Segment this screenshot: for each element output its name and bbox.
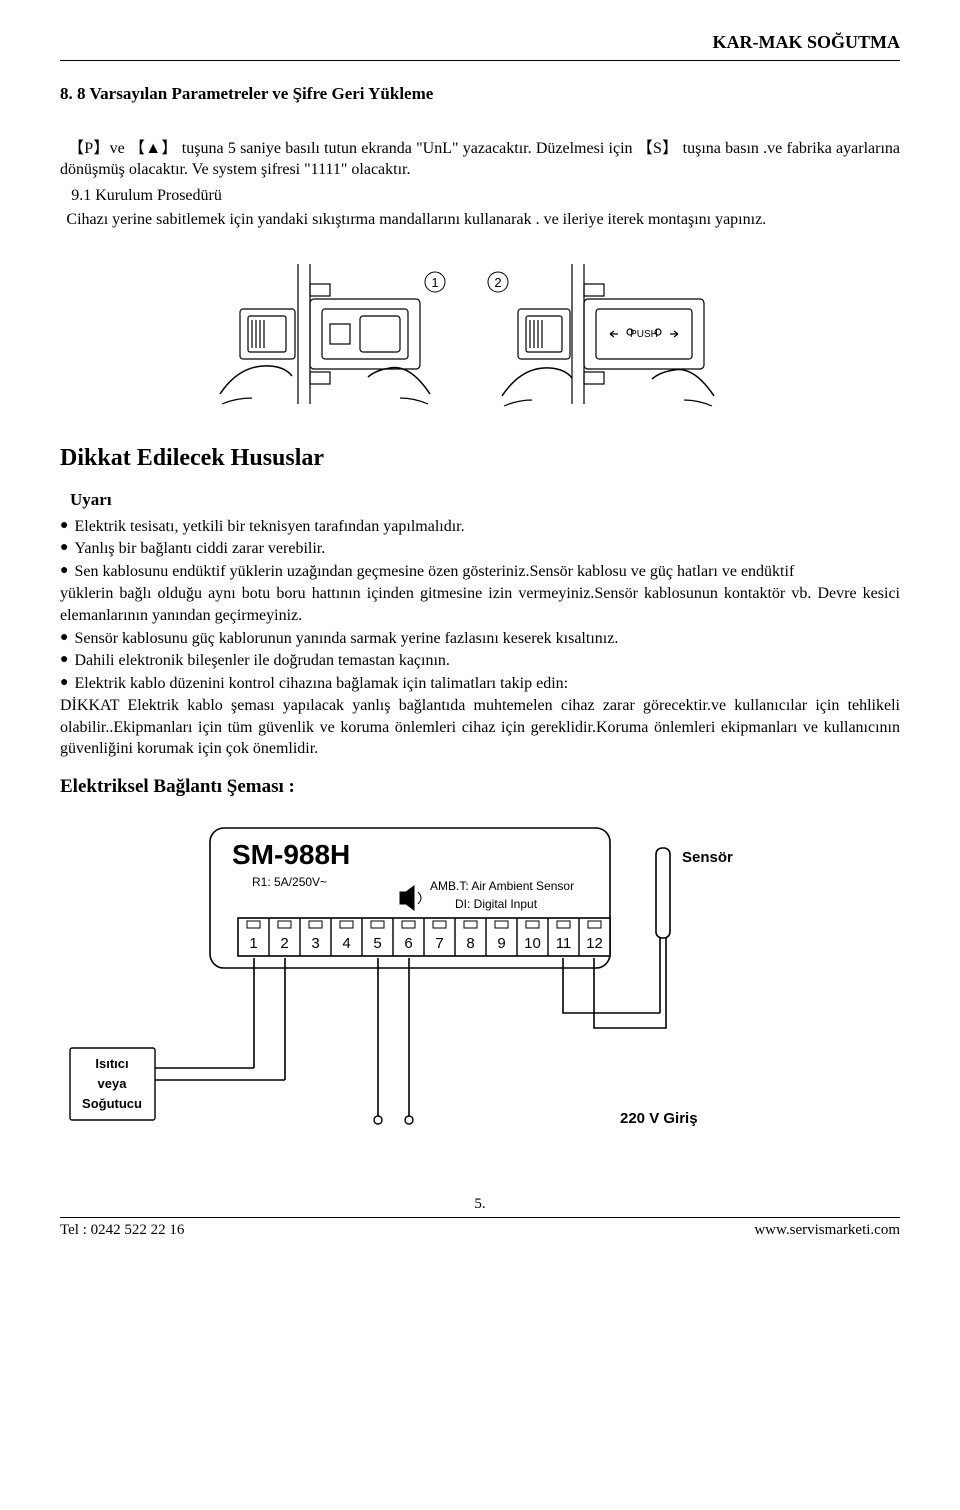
install-circ-2: 2 [494,275,501,290]
terminal-3: 3 [311,935,319,952]
bullet-icon: ● [60,628,68,648]
warn-trail: DİKKAT Elektrik kablo şeması yapılacak y… [60,695,900,760]
terminal-12: 12 [586,935,603,952]
terminal-2: 2 [280,935,288,952]
uyari-heading: Uyarı [70,489,900,512]
page-number: 5. [60,1194,900,1214]
wiring-diagram: SM-988H R1: 5A/250V~ AMB.T: Air Ambient … [60,818,900,1165]
wiring-svg: SM-988H R1: 5A/250V~ AMB.T: Air Ambient … [60,818,820,1158]
bullet-icon: ● [60,516,68,536]
terminal-5: 5 [373,935,381,952]
sensor-label: Sensör [682,849,733,866]
install-circ-1: 1 [431,275,438,290]
box-line1: Isıtıcı [95,1056,128,1071]
terminal-7: 7 [435,935,443,952]
di-label: DI: Digital Input [455,897,538,911]
install-figure: 1 PUSH 2 [60,254,900,414]
warn-3-lead: Sen kablosunu endüktif yüklerin uzağında… [74,561,900,583]
section9-p1: Cihazı yerine sabitlemek için yandaki sı… [60,209,900,231]
warn-4: Sensör kablosunu güç kablorunun yanında … [74,628,900,650]
warn-2: Yanlış bir bağlantı ciddi zarar verebili… [74,538,900,560]
bullet-icon: ● [60,561,68,581]
terminal-10: 10 [524,935,541,952]
footer-tel: Tel : 0242 522 22 16 [60,1220,184,1240]
terminal-9: 9 [497,935,505,952]
warn-1: Elektrik tesisatı, yetkili bir teknisyen… [74,516,900,538]
terminal-6: 6 [404,935,412,952]
terminal-4: 4 [342,935,350,952]
terminal-1: 1 [249,935,257,952]
dikkat-heading: Dikkat Edilecek Hususlar [60,442,900,474]
terminal-11: 11 [556,935,572,952]
footer-url: www.servismarketi.com [754,1220,900,1240]
amb-label: AMB.T: Air Ambient Sensor [430,879,574,893]
section8-title: 8. 8 Varsayılan Parametreler ve Şifre Ge… [60,83,900,106]
mains-label: 220 V Giriş [620,1110,698,1127]
rule-top [60,60,900,61]
section8-p1: 【P】ve 【▲】 tuşuna 5 saniye basılı tutun e… [60,138,900,181]
warn-3-cont: yüklerin bağlı olduğu aynı botu boru hat… [60,583,900,626]
wiring-heading: Elektriksel Bağlantı Şeması : [60,774,900,800]
push-label: PUSH [630,329,658,340]
model-label: SM-988H [232,839,350,870]
warn-6: Elektrik kablo düzenini kontrol cihazına… [74,673,900,695]
install-svg: 1 PUSH 2 [210,254,750,414]
section9-title: 9.1 Kurulum Prosedürü [60,185,900,207]
footer: 5. Tel : 0242 522 22 16 www.servismarket… [60,1194,900,1240]
terminal-8: 8 [466,935,474,952]
warn-5: Dahili elektronik bileşenler ile doğruda… [74,650,900,672]
bullet-icon: ● [60,650,68,670]
bullet-icon: ● [60,538,68,558]
brand-header: KAR-MAK SOĞUTMA [60,30,900,60]
warning-list: ● Elektrik tesisatı, yetkili bir teknisye… [60,516,900,583]
rating-label: R1: 5A/250V~ [252,875,327,889]
box-line2: veya [98,1076,128,1091]
box-line3: Soğutucu [82,1096,142,1111]
bullet-icon: ● [60,673,68,693]
